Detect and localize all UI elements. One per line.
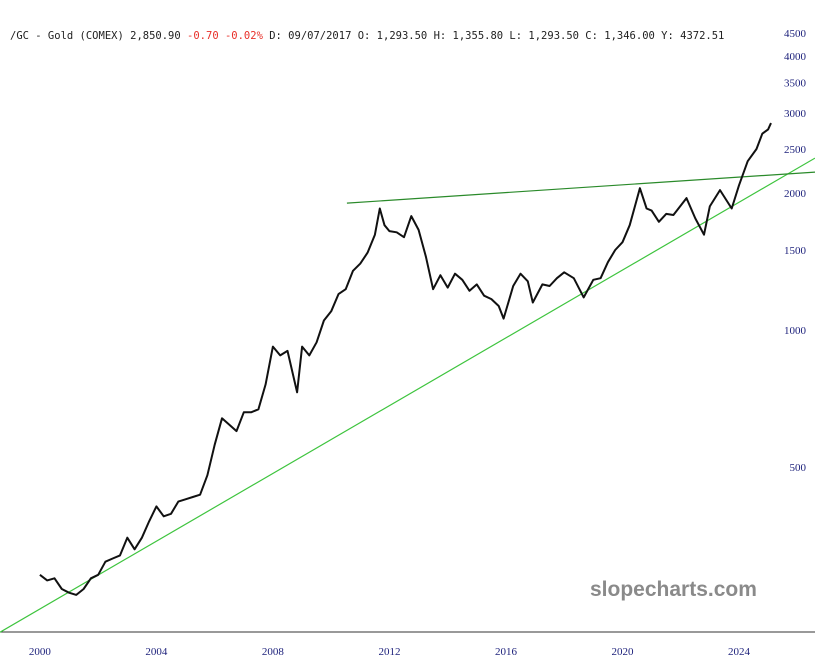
- y-tick-label: 1500: [784, 245, 807, 257]
- y-tick-label: 3500: [784, 77, 807, 89]
- x-tick-label: 2000: [29, 646, 52, 658]
- ohlc: D: 09/07/2017 O: 1,293.50 H: 1,355.80 L:…: [269, 30, 724, 42]
- y-tick-label: 4500: [784, 28, 807, 40]
- trendline: [346, 171, 815, 204]
- price-line: [39, 122, 772, 596]
- watermark: slopecharts.com: [590, 578, 757, 601]
- y-tick-label: 500: [790, 462, 807, 474]
- x-tick-label: 2020: [611, 646, 634, 658]
- y-tick-label: 4000: [784, 51, 807, 63]
- x-tick-label: 2012: [378, 646, 400, 658]
- trendline: [0, 157, 815, 633]
- x-tick-label: 2016: [495, 646, 518, 658]
- symbol: /GC - Gold (COMEX): [10, 30, 124, 42]
- header: /GC - Gold (COMEX) 2,850.90 -0.70 -0.02%…: [10, 30, 724, 42]
- change: -0.70 -0.02%: [187, 30, 264, 42]
- last-price: 2,850.90: [130, 30, 181, 42]
- y-tick-label: 1000: [784, 325, 807, 337]
- x-tick-label: 2024: [728, 646, 751, 658]
- y-tick-label: 3000: [784, 108, 807, 120]
- y-tick-label: 2500: [784, 144, 807, 156]
- x-tick-label: 2008: [262, 646, 285, 658]
- y-tick-label: 2000: [784, 188, 807, 200]
- x-tick-label: 2004: [145, 646, 168, 658]
